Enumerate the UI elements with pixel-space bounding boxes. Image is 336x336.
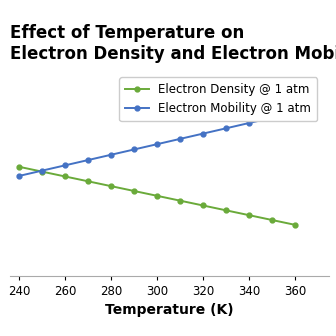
Electron Mobility @ 1 atm bbox=[155, 142, 159, 146]
Text: Effect of Temperature on
Electron Density and Electron Mobility: Effect of Temperature on Electron Densit… bbox=[10, 24, 336, 63]
Electron Density @ 1 atm bbox=[293, 223, 297, 227]
Electron Density @ 1 atm bbox=[201, 204, 205, 208]
Electron Mobility @ 1 atm bbox=[270, 116, 274, 120]
Electron Density @ 1 atm bbox=[270, 218, 274, 222]
Electron Mobility @ 1 atm bbox=[17, 174, 21, 178]
Electron Mobility @ 1 atm bbox=[132, 148, 136, 152]
Electron Mobility @ 1 atm bbox=[247, 121, 251, 125]
Electron Density @ 1 atm bbox=[247, 213, 251, 217]
Electron Mobility @ 1 atm bbox=[293, 111, 297, 115]
Legend: Electron Density @ 1 atm, Electron Mobility @ 1 atm: Electron Density @ 1 atm, Electron Mobil… bbox=[119, 77, 317, 121]
Electron Density @ 1 atm bbox=[155, 194, 159, 198]
Electron Density @ 1 atm bbox=[86, 179, 90, 183]
Electron Density @ 1 atm bbox=[224, 208, 228, 212]
Electron Density @ 1 atm bbox=[63, 174, 67, 178]
Electron Density @ 1 atm bbox=[132, 189, 136, 193]
Electron Mobility @ 1 atm bbox=[201, 132, 205, 136]
Electron Mobility @ 1 atm bbox=[86, 158, 90, 162]
Electron Mobility @ 1 atm bbox=[63, 163, 67, 167]
Electron Density @ 1 atm bbox=[109, 184, 113, 188]
X-axis label: Temperature (K): Temperature (K) bbox=[106, 303, 234, 317]
Electron Mobility @ 1 atm bbox=[40, 169, 44, 173]
Electron Density @ 1 atm bbox=[40, 170, 44, 174]
Electron Density @ 1 atm bbox=[178, 199, 182, 203]
Line: Electron Density @ 1 atm: Electron Density @ 1 atm bbox=[17, 164, 297, 227]
Electron Mobility @ 1 atm bbox=[109, 153, 113, 157]
Electron Mobility @ 1 atm bbox=[178, 137, 182, 141]
Line: Electron Mobility @ 1 atm: Electron Mobility @ 1 atm bbox=[17, 110, 297, 178]
Electron Mobility @ 1 atm bbox=[224, 126, 228, 130]
Electron Density @ 1 atm bbox=[17, 165, 21, 169]
